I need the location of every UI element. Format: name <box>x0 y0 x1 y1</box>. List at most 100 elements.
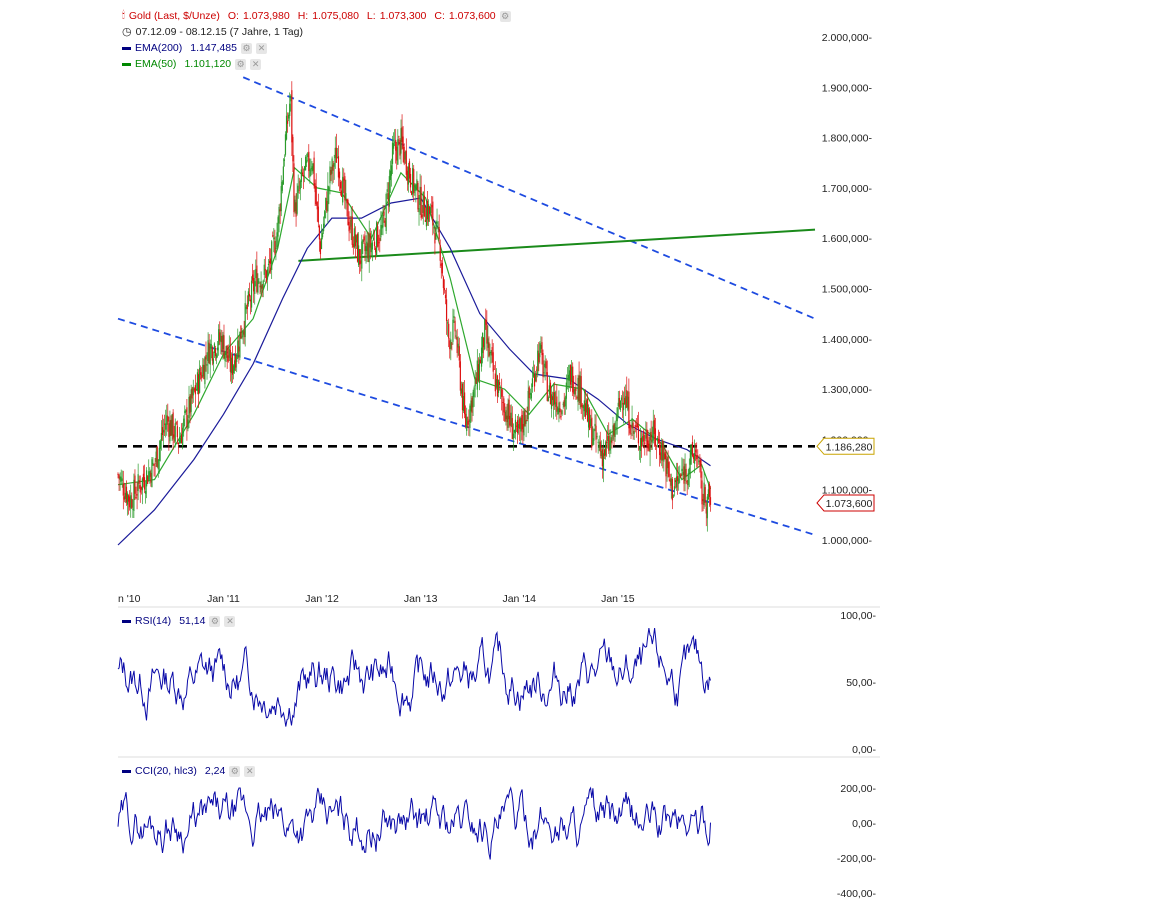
candle-body <box>667 456 669 469</box>
candle-body <box>657 438 660 444</box>
candle-body <box>262 280 264 289</box>
candle-body <box>698 460 700 463</box>
candle-body <box>267 263 270 265</box>
candle-body <box>309 169 311 177</box>
candle-body <box>217 347 219 351</box>
candle-body <box>133 479 135 512</box>
candle-body <box>359 249 361 265</box>
candle-body <box>436 221 438 224</box>
candle-body <box>603 449 606 456</box>
candle-body <box>314 183 316 193</box>
candle-body <box>647 440 649 449</box>
low-label: L: <box>366 10 376 22</box>
candle-body <box>270 258 272 264</box>
rsi-line <box>117 628 711 727</box>
candle-body <box>276 232 278 248</box>
candle-body <box>426 200 429 220</box>
cci-close-icon[interactable]: ✕ <box>244 765 256 777</box>
ema200-settings-icon[interactable]: ⚙ <box>240 42 252 54</box>
upper-channel-line <box>242 76 816 320</box>
candle-body <box>130 495 132 509</box>
candle-body <box>681 468 683 472</box>
cci-settings-icon[interactable]: ⚙ <box>229 765 241 777</box>
candle-body <box>624 397 626 405</box>
candle-body <box>308 151 310 172</box>
candle-body <box>244 303 246 338</box>
candle-body <box>171 414 173 436</box>
candle-body <box>574 388 576 395</box>
candle-body <box>141 478 143 491</box>
candle-body <box>326 200 328 212</box>
rsi-close-icon[interactable]: ✕ <box>224 615 236 627</box>
candle-body <box>542 353 544 378</box>
candle-body <box>323 223 325 232</box>
candle-body <box>365 246 367 255</box>
candle-body <box>167 416 169 422</box>
candle-body <box>619 400 622 411</box>
candle-body <box>366 241 368 252</box>
candle-body <box>156 446 158 467</box>
candle-body <box>671 479 673 501</box>
candle-body <box>295 202 297 217</box>
candle-body <box>546 372 548 401</box>
candle-body <box>535 373 537 381</box>
candle-body <box>377 226 379 247</box>
rsi-settings-icon[interactable]: ⚙ <box>209 615 221 627</box>
candle-body <box>205 354 207 360</box>
candle-body <box>598 445 600 447</box>
candle-body <box>686 481 688 483</box>
candle-body <box>253 277 255 292</box>
candle-body <box>617 402 619 407</box>
candle-body <box>138 480 140 484</box>
candle-body <box>358 245 360 265</box>
candle-body <box>231 354 234 375</box>
candle-body <box>162 429 165 433</box>
candle-body <box>380 224 382 238</box>
rsi-legend: RSI(14) 51,14 ⚙ ✕ <box>122 614 236 628</box>
candle-body <box>318 225 320 240</box>
candle-body <box>188 397 190 419</box>
candle-body <box>520 417 522 432</box>
high-label: H: <box>297 10 309 22</box>
ema200-legend: EMA(200) 1.147,485 ⚙ ✕ <box>122 41 267 55</box>
candle-body <box>566 378 569 380</box>
candle-body <box>448 323 450 339</box>
candle-body <box>648 443 650 451</box>
candle-body <box>160 432 163 442</box>
candle-body <box>401 127 403 142</box>
x-tick-label: Jan '15 <box>601 593 635 605</box>
candle-body <box>441 262 443 274</box>
candle-body <box>413 169 415 193</box>
candle-body <box>223 335 225 359</box>
candle-body <box>241 336 243 338</box>
candle-body <box>666 458 668 474</box>
high-value: 1.075,080 <box>312 10 359 22</box>
candle-body <box>164 423 166 425</box>
candle-body <box>390 165 393 176</box>
candle-body <box>191 388 193 399</box>
cci-label: CCI(20, hlc3) <box>135 765 197 777</box>
candle-body <box>409 173 412 188</box>
candle-body <box>327 185 329 212</box>
candle-body <box>175 422 177 424</box>
candle-body <box>184 410 186 413</box>
candle-body <box>134 475 136 494</box>
candle-body <box>155 451 157 462</box>
ema200-close-icon[interactable]: ✕ <box>255 42 267 54</box>
candle-body <box>709 497 712 505</box>
candle-body <box>224 352 226 362</box>
candle-body <box>316 202 318 210</box>
candle-body <box>289 103 291 116</box>
candle-body <box>243 330 245 335</box>
settings-icon[interactable]: ⚙ <box>499 10 511 22</box>
main-legend-title: Gold (Last, $/Unze) <box>128 10 220 22</box>
candle-body <box>692 455 695 459</box>
candle-body <box>673 486 676 490</box>
candle-body <box>468 419 470 423</box>
ema50-close-icon[interactable]: ✕ <box>250 58 262 70</box>
candle-body <box>507 403 509 428</box>
candle-body <box>612 425 614 440</box>
candle-body <box>258 281 260 283</box>
ema50-settings-icon[interactable]: ⚙ <box>235 58 247 70</box>
candle-body <box>194 385 196 395</box>
